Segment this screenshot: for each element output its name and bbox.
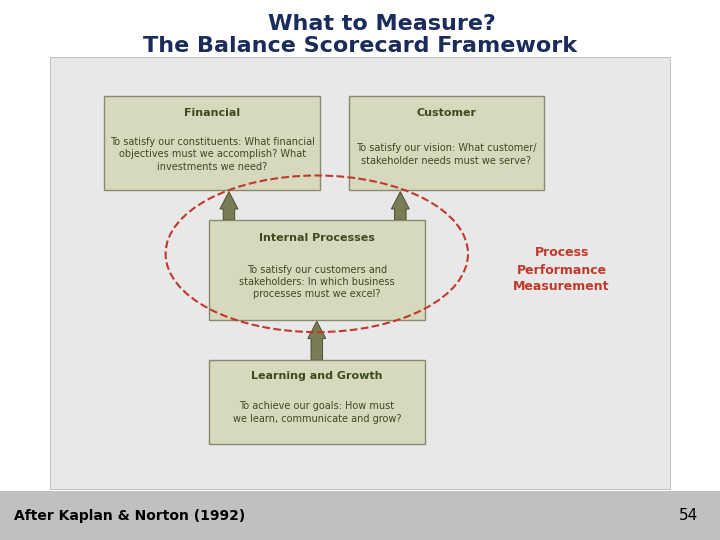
- Text: Process
Performance
Measurement: Process Performance Measurement: [513, 246, 610, 294]
- FancyArrow shape: [392, 192, 409, 220]
- FancyBboxPatch shape: [50, 57, 670, 489]
- FancyBboxPatch shape: [209, 220, 425, 320]
- FancyArrow shape: [308, 321, 325, 360]
- FancyBboxPatch shape: [349, 96, 544, 191]
- FancyBboxPatch shape: [0, 491, 720, 540]
- Text: Financial: Financial: [184, 108, 240, 118]
- Text: Learning and Growth: Learning and Growth: [251, 370, 382, 381]
- Text: Internal Processes: Internal Processes: [259, 233, 374, 243]
- Text: Customer: Customer: [416, 108, 477, 118]
- Text: The Balance Scorecard Framework: The Balance Scorecard Framework: [143, 36, 577, 56]
- Text: To achieve our goals: How must
we learn, communicate and grow?: To achieve our goals: How must we learn,…: [233, 401, 401, 423]
- Text: After Kaplan & Norton (1992): After Kaplan & Norton (1992): [14, 509, 246, 523]
- Text: To satisfy our customers and
stakeholders: In which business
processes must we e: To satisfy our customers and stakeholder…: [239, 265, 395, 299]
- Text: What to Measure?: What to Measure?: [268, 14, 495, 35]
- Text: 54: 54: [679, 508, 698, 523]
- FancyArrow shape: [220, 192, 238, 220]
- Text: To satisfy our constituents: What financial
objectives must we accomplish? What
: To satisfy our constituents: What financ…: [110, 137, 315, 172]
- Text: To satisfy our vision: What customer/
stakeholder needs must we serve?: To satisfy our vision: What customer/ st…: [356, 143, 536, 166]
- FancyBboxPatch shape: [209, 361, 425, 444]
- FancyBboxPatch shape: [104, 96, 320, 191]
